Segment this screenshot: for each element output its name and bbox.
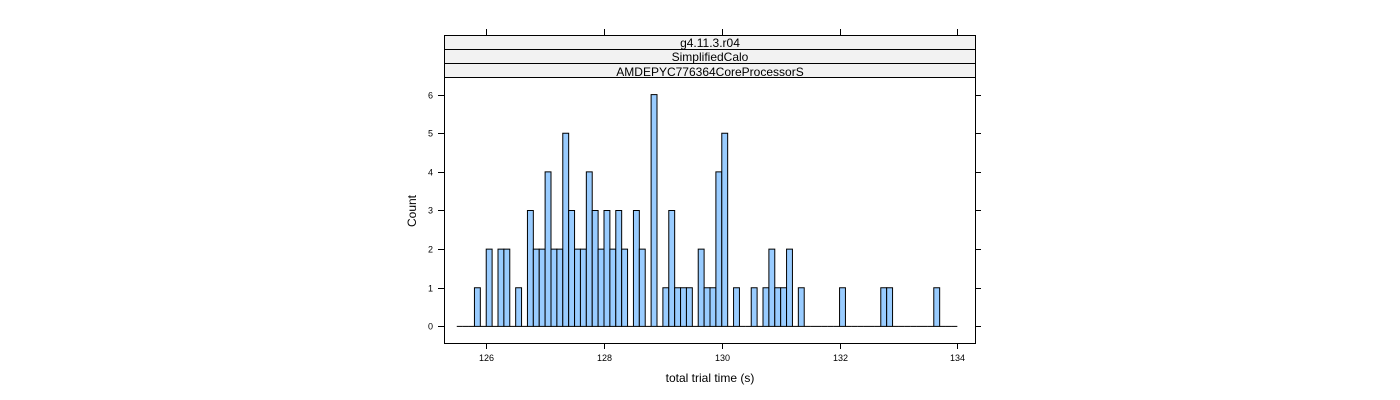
histogram-bar: [709, 287, 717, 327]
histogram-bar: [780, 287, 788, 327]
histogram-bar: [585, 171, 593, 327]
y-tick-label: 2: [428, 245, 433, 255]
histogram-bar: [603, 210, 611, 327]
histogram-bar: [544, 171, 552, 327]
histogram-bar: [473, 287, 481, 327]
top-axis-ticks: [486, 29, 958, 35]
histogram-bar: [621, 248, 629, 327]
histogram-bar: [650, 94, 658, 327]
histogram-bar: [515, 287, 523, 327]
histogram-bar: [538, 248, 546, 327]
histogram-bar: [615, 210, 623, 327]
histogram-bar: [880, 287, 888, 327]
x-tick-label: 126: [479, 353, 494, 363]
histogram-bar: [733, 287, 740, 327]
histogram-bar: [750, 287, 758, 327]
histogram-bar: [674, 287, 682, 327]
histogram-bar: [662, 287, 670, 327]
y-tick-label: 3: [428, 206, 433, 216]
histogram-bar: [697, 248, 705, 327]
histogram-bar: [597, 248, 605, 327]
histogram-bar: [685, 287, 693, 327]
histogram-bars: [456, 94, 958, 327]
histogram-bar: [632, 210, 640, 327]
histogram-bar: [797, 287, 805, 327]
histogram-bar: [768, 248, 776, 327]
histogram-bar: [715, 171, 723, 327]
x-tick-label: 130: [715, 353, 730, 363]
histogram-bar: [556, 248, 564, 327]
y-tick-label: 5: [428, 129, 433, 139]
x-axis-title: total trial time (s): [666, 371, 755, 385]
histogram-bar: [668, 210, 676, 327]
histogram-bar: [609, 248, 617, 327]
right-axis-ticks: [975, 95, 981, 327]
histogram-bar: [497, 248, 505, 327]
x-tick-label: 132: [833, 353, 848, 363]
histogram-bar: [839, 287, 846, 327]
histogram-bar: [574, 248, 581, 327]
y-axis-title: Count: [405, 194, 419, 227]
histogram-bar: [703, 287, 711, 327]
x-tick-label: 134: [950, 353, 965, 363]
histogram-bar: [503, 248, 511, 327]
x-tick-label: 128: [597, 353, 612, 363]
histogram-bar: [568, 210, 576, 327]
histogram-bar: [638, 248, 646, 327]
y-tick-label: 6: [428, 91, 433, 101]
bottom-axis-ticks: 126 128 130 132 134: [479, 343, 965, 363]
histogram-bar: [485, 248, 493, 327]
left-axis-ticks: 0 1 2 3 4 5 6: [428, 91, 444, 332]
strip-2: SimplifiedCalo: [444, 49, 976, 64]
histogram-bar: [721, 132, 729, 327]
strip-1: g4.11.3.r04: [444, 35, 976, 50]
y-tick-label: 1: [428, 284, 433, 294]
strip-3: AMDEPYC776364CoreProcessorS: [444, 63, 976, 79]
strip-2-label: SimplifiedCalo: [672, 50, 749, 64]
histogram-bar: [532, 248, 540, 327]
histogram-bar: [786, 248, 793, 327]
histogram-bar: [562, 132, 570, 327]
histogram-bar: [933, 287, 941, 327]
histogram-bar: [680, 287, 687, 327]
y-tick-label: 4: [428, 168, 433, 178]
histogram-bar: [886, 287, 894, 327]
histogram-bar: [526, 210, 534, 327]
strip-1-label: g4.11.3.r04: [680, 36, 740, 50]
histogram-bar: [774, 287, 782, 327]
histogram-bar: [762, 287, 770, 327]
y-tick-label: 0: [428, 322, 433, 332]
histogram-bar: [550, 248, 558, 327]
histogram-bar: [591, 210, 599, 327]
strip-3-label: AMDEPYC776364CoreProcessorS: [616, 65, 803, 79]
histogram-bar: [579, 248, 587, 327]
